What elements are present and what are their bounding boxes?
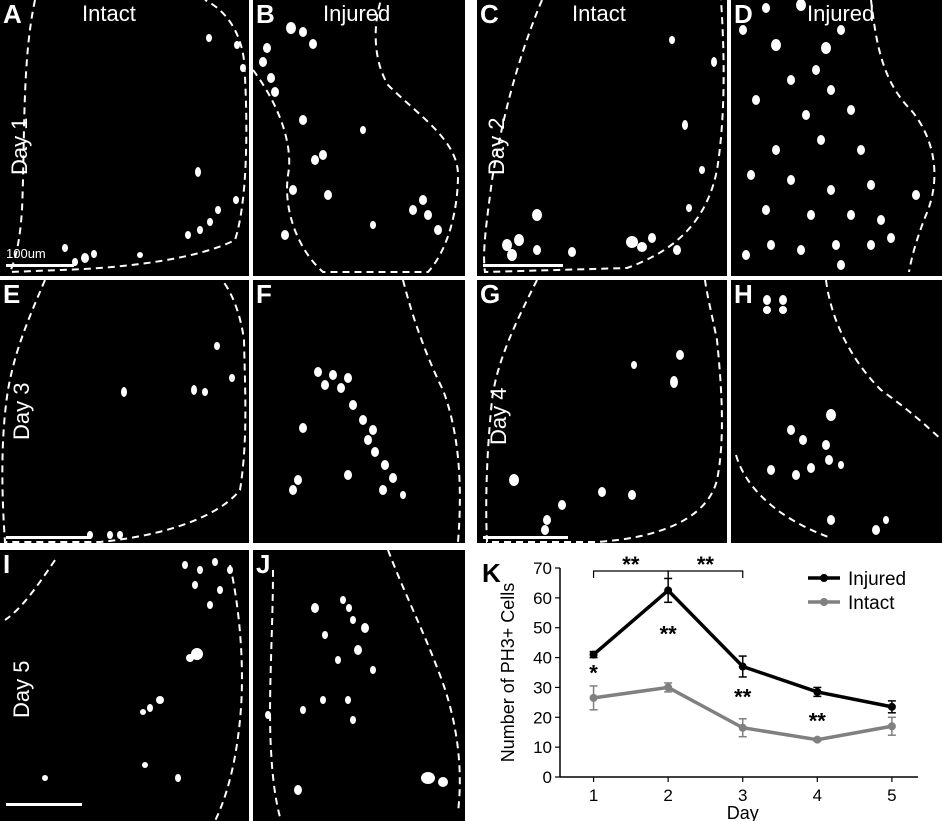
panel-c-scale-bar — [483, 264, 563, 267]
scale-bar — [6, 264, 74, 267]
panel-b: B Injured — [253, 0, 465, 276]
panel-i-letter: I — [3, 550, 11, 579]
data-point-injured — [738, 662, 747, 671]
significance-bracket — [667, 570, 744, 578]
panel-g-image — [485, 280, 723, 543]
data-point-injured — [813, 687, 822, 696]
data-point-intact — [887, 722, 896, 731]
bracket-label: ** — [622, 556, 640, 577]
panel-a-image — [8, 0, 248, 274]
panel-f-letter: F — [256, 280, 272, 309]
panel-e: E Day 3 — [0, 280, 249, 543]
chart-k-plot: 0 10 20 30 40 50 60 70 1 2 3 4 5 Day Number of PH3+ Ce… — [498, 552, 918, 821]
x-tick-label: 3 — [738, 786, 747, 805]
panel-j: J — [253, 550, 465, 821]
panel-d: D Injured — [731, 0, 942, 276]
y-tick-label: 20 — [533, 708, 552, 727]
panel-i-scale-bar — [6, 803, 82, 806]
chart-k: K 0 10 20 30 40 50 60 70 1 2 3 4 5 Day Number of PH3+ … — [478, 552, 942, 821]
panel-d-image — [739, 0, 936, 273]
x-tick-label: 2 — [663, 786, 672, 805]
panel-i-day-label: Day 5 — [9, 660, 34, 718]
panel-i-image — [4, 558, 243, 821]
y-tick-label: 30 — [533, 678, 552, 697]
panel-h: H — [731, 280, 942, 543]
x-axis-title: Day — [727, 803, 759, 821]
panel-a: A Intact Day 1 100um — [0, 0, 249, 276]
panel-e-letter: E — [3, 280, 21, 309]
legend-marker-intact — [820, 598, 828, 606]
y-tick-label: 40 — [533, 649, 552, 668]
x-tick-label: 1 — [589, 786, 598, 805]
panel-e-image — [1, 280, 247, 543]
panel-a-letter: A — [3, 0, 22, 29]
panel-h-letter: H — [734, 280, 753, 309]
panel-c: C Intact Day 2 — [477, 0, 727, 276]
y-axis-title: Number of PH3+ Cells — [498, 583, 518, 763]
panel-g-scale-bar — [483, 536, 568, 539]
panel-d-header: Injured — [807, 1, 875, 26]
legend-label-injured: Injured — [848, 569, 906, 590]
panel-f-image — [289, 280, 461, 543]
x-tick-label: 5 — [887, 786, 896, 805]
y-tick-label: 70 — [533, 559, 552, 578]
panel-c-image — [483, 0, 725, 274]
panel-c-header: Intact — [572, 1, 626, 26]
panel-b-letter: B — [256, 0, 275, 29]
y-tick-label: 60 — [533, 589, 552, 608]
data-point-injured — [589, 650, 598, 659]
panel-g-letter: G — [480, 280, 501, 309]
significance-marker: ** — [660, 622, 678, 647]
panel-j-image — [265, 550, 461, 821]
panel-d-letter: D — [734, 0, 753, 29]
bracket-label: ** — [697, 556, 715, 577]
data-point-intact — [589, 693, 598, 702]
panel-i: I Day 5 — [0, 550, 249, 821]
legend-marker-injured — [820, 574, 828, 582]
panel-g-day-label: Day 4 — [486, 387, 511, 445]
panel-a-day-label: Day 1 — [7, 117, 32, 175]
significance-marker: * — [589, 661, 598, 686]
data-point-injured — [664, 586, 673, 595]
data-point-intact — [664, 683, 673, 692]
panel-b-image — [253, 0, 460, 273]
panel-h-image — [735, 280, 942, 539]
chart-k-letter: K — [482, 558, 501, 588]
legend-label-intact: Intact — [848, 593, 895, 614]
y-tick-label: 10 — [533, 738, 552, 757]
data-point-injured — [887, 702, 896, 711]
y-tick-label: 0 — [543, 768, 552, 787]
scale-bar-label: 100um — [6, 246, 46, 261]
panel-g: G Day 4 — [477, 280, 727, 543]
significance-marker: ** — [734, 684, 752, 709]
panel-b-header: Injured — [323, 1, 391, 26]
panel-c-day-label: Day 2 — [484, 117, 509, 175]
panel-c-letter: C — [480, 0, 499, 29]
panel-f: F — [253, 280, 465, 543]
y-tick-label: 50 — [533, 619, 552, 638]
panel-e-day-label: Day 3 — [9, 382, 34, 440]
x-tick-label: 4 — [813, 786, 822, 805]
data-point-intact — [738, 723, 747, 732]
panel-a-header: Intact — [82, 1, 136, 26]
significance-marker: ** — [809, 708, 827, 733]
panel-j-letter: J — [256, 550, 271, 579]
data-point-intact — [813, 735, 822, 744]
panel-e-scale-bar — [6, 536, 91, 539]
